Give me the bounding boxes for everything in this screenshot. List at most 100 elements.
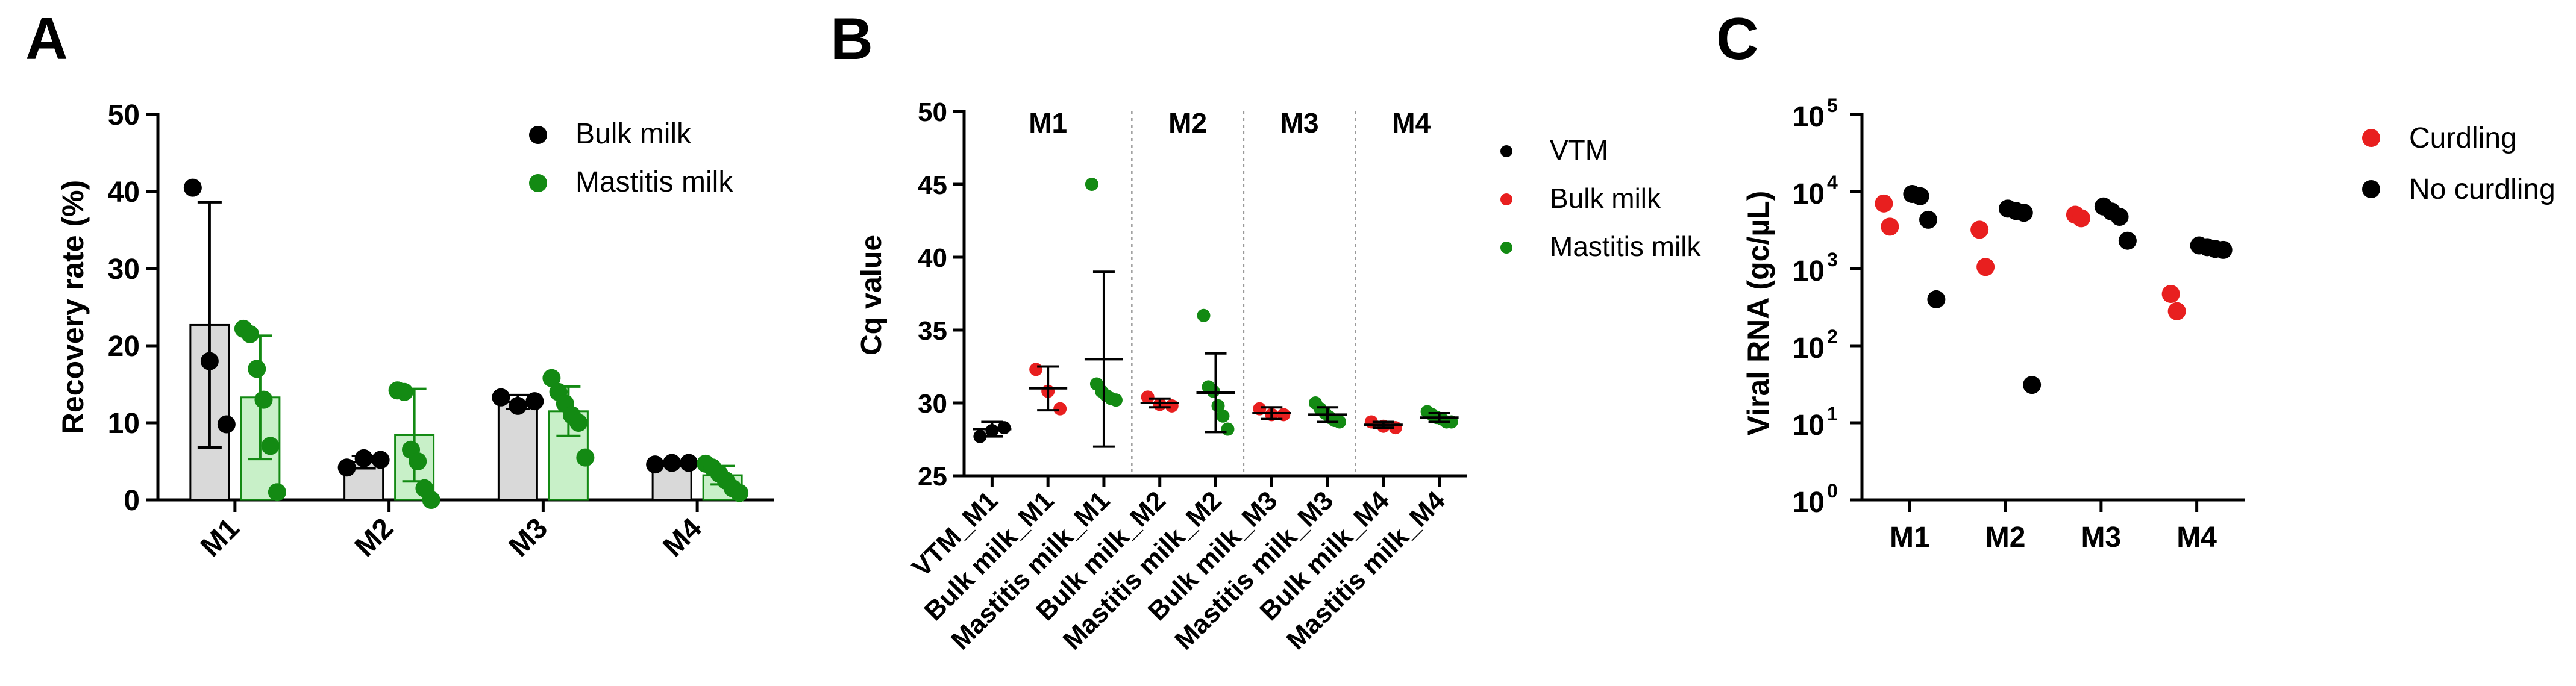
x-tick-label: M1: [1890, 522, 1930, 553]
legend-label: Mastitis milk: [575, 166, 733, 198]
y-tick-exponent: 1: [1827, 403, 1838, 425]
data-point: [395, 382, 413, 401]
y-tick-label: 25: [918, 462, 947, 491]
data-point: [1141, 390, 1155, 404]
bar: [497, 401, 538, 501]
group-label: M3: [1280, 107, 1319, 139]
y-tick-exponent: 0: [1827, 480, 1838, 502]
x-tick-label: M1: [195, 512, 246, 563]
data-point: [183, 178, 202, 197]
y-tick-label: 50: [918, 98, 947, 127]
y-tick-label: 10: [1793, 410, 1825, 441]
group-label: M4: [1392, 107, 1431, 139]
y-tick-label: 45: [918, 170, 947, 200]
data-point: [997, 421, 1011, 435]
data-point: [354, 449, 373, 467]
data-point: [1085, 178, 1098, 191]
data-point: [542, 369, 561, 387]
data-point: [569, 414, 588, 432]
legend-label: Bulk milk: [1550, 182, 1661, 214]
y-tick-label: 40: [918, 243, 947, 273]
y-tick-label: 20: [108, 331, 140, 363]
x-tick-label: M4: [2176, 522, 2217, 553]
data-point: [2072, 209, 2090, 228]
data-point: [646, 455, 665, 474]
y-tick-exponent: 2: [1827, 326, 1838, 348]
panel-label-a: A: [25, 5, 68, 72]
data-point: [663, 454, 682, 472]
data-point: [1216, 409, 1230, 423]
data-point: [509, 396, 527, 415]
x-tick-label: M3: [2081, 522, 2122, 553]
legend-label: Bulk milk: [575, 118, 692, 150]
legend-label: No curdling: [2409, 173, 2556, 205]
data-point: [268, 483, 286, 502]
x-tick-label: M2: [349, 512, 400, 563]
y-tick-exponent: 5: [1827, 95, 1838, 116]
legend-marker: [2362, 129, 2380, 147]
data-point: [1875, 194, 1893, 213]
legend-marker: [529, 174, 547, 192]
legend-marker: [2362, 180, 2380, 198]
data-point: [2161, 284, 2180, 303]
data-point: [1109, 393, 1123, 407]
data-point: [1976, 258, 1995, 276]
data-point: [1919, 210, 1938, 229]
y-tick-label: 10: [1793, 178, 1825, 210]
legend-label: Curdling: [2409, 122, 2517, 154]
data-point: [241, 325, 260, 343]
x-tick-label: M4: [657, 512, 708, 563]
data-point: [371, 451, 390, 469]
y-tick-label: 10: [1793, 487, 1825, 519]
legend-marker: [529, 126, 547, 144]
data-point: [1881, 217, 1899, 236]
data-point: [525, 392, 544, 411]
data-point: [1927, 290, 1946, 308]
y-tick-label: 0: [124, 485, 140, 517]
y-tick-label: 35: [918, 316, 947, 346]
data-point: [1165, 399, 1179, 413]
data-point: [2167, 302, 2186, 320]
y-tick-label: 10: [108, 408, 140, 440]
y-tick-label: 10: [1793, 255, 1825, 287]
data-point: [1029, 363, 1043, 376]
panel-label-c: C: [1716, 5, 1759, 72]
data-point: [492, 388, 510, 407]
data-point: [337, 458, 356, 477]
y-tick-label: 30: [918, 389, 947, 419]
data-point: [1197, 308, 1211, 322]
data-point: [1206, 384, 1220, 398]
data-point: [422, 491, 440, 509]
y-tick-exponent: 4: [1827, 172, 1838, 193]
x-tick-label: M3: [503, 512, 554, 563]
data-point: [576, 448, 595, 467]
data-point: [973, 429, 987, 443]
data-point: [1053, 402, 1067, 416]
y-tick-label: 10: [1793, 332, 1825, 364]
group-label: M2: [1168, 107, 1207, 139]
data-point: [730, 484, 749, 502]
y-axis-label: Recovery rate (%): [56, 180, 90, 434]
data-point: [261, 437, 280, 455]
legend-marker: [1500, 242, 1512, 254]
chart-a: 0 10 20 30 40 50 Recovery rate (%) M1 M2 M3 M4 Bulk…: [56, 99, 774, 563]
y-axis-label: Cq value: [856, 235, 888, 355]
data-point: [217, 415, 236, 434]
y-tick-label: 40: [108, 176, 140, 208]
group-label: M1: [1029, 107, 1067, 139]
y-axis-label: Viral RNA (gc/µL): [1741, 191, 1775, 436]
y-tick-exponent: 3: [1827, 249, 1838, 270]
data-point: [2014, 204, 2033, 222]
data-point: [2214, 240, 2233, 259]
y-tick-label: 30: [108, 254, 140, 285]
data-point: [200, 352, 219, 370]
data-point: [2110, 207, 2129, 226]
data-point: [2023, 376, 2042, 394]
data-point: [1221, 422, 1235, 436]
legend-marker: [1500, 145, 1512, 157]
data-point: [1911, 187, 1929, 205]
data-point: [1970, 220, 1989, 239]
